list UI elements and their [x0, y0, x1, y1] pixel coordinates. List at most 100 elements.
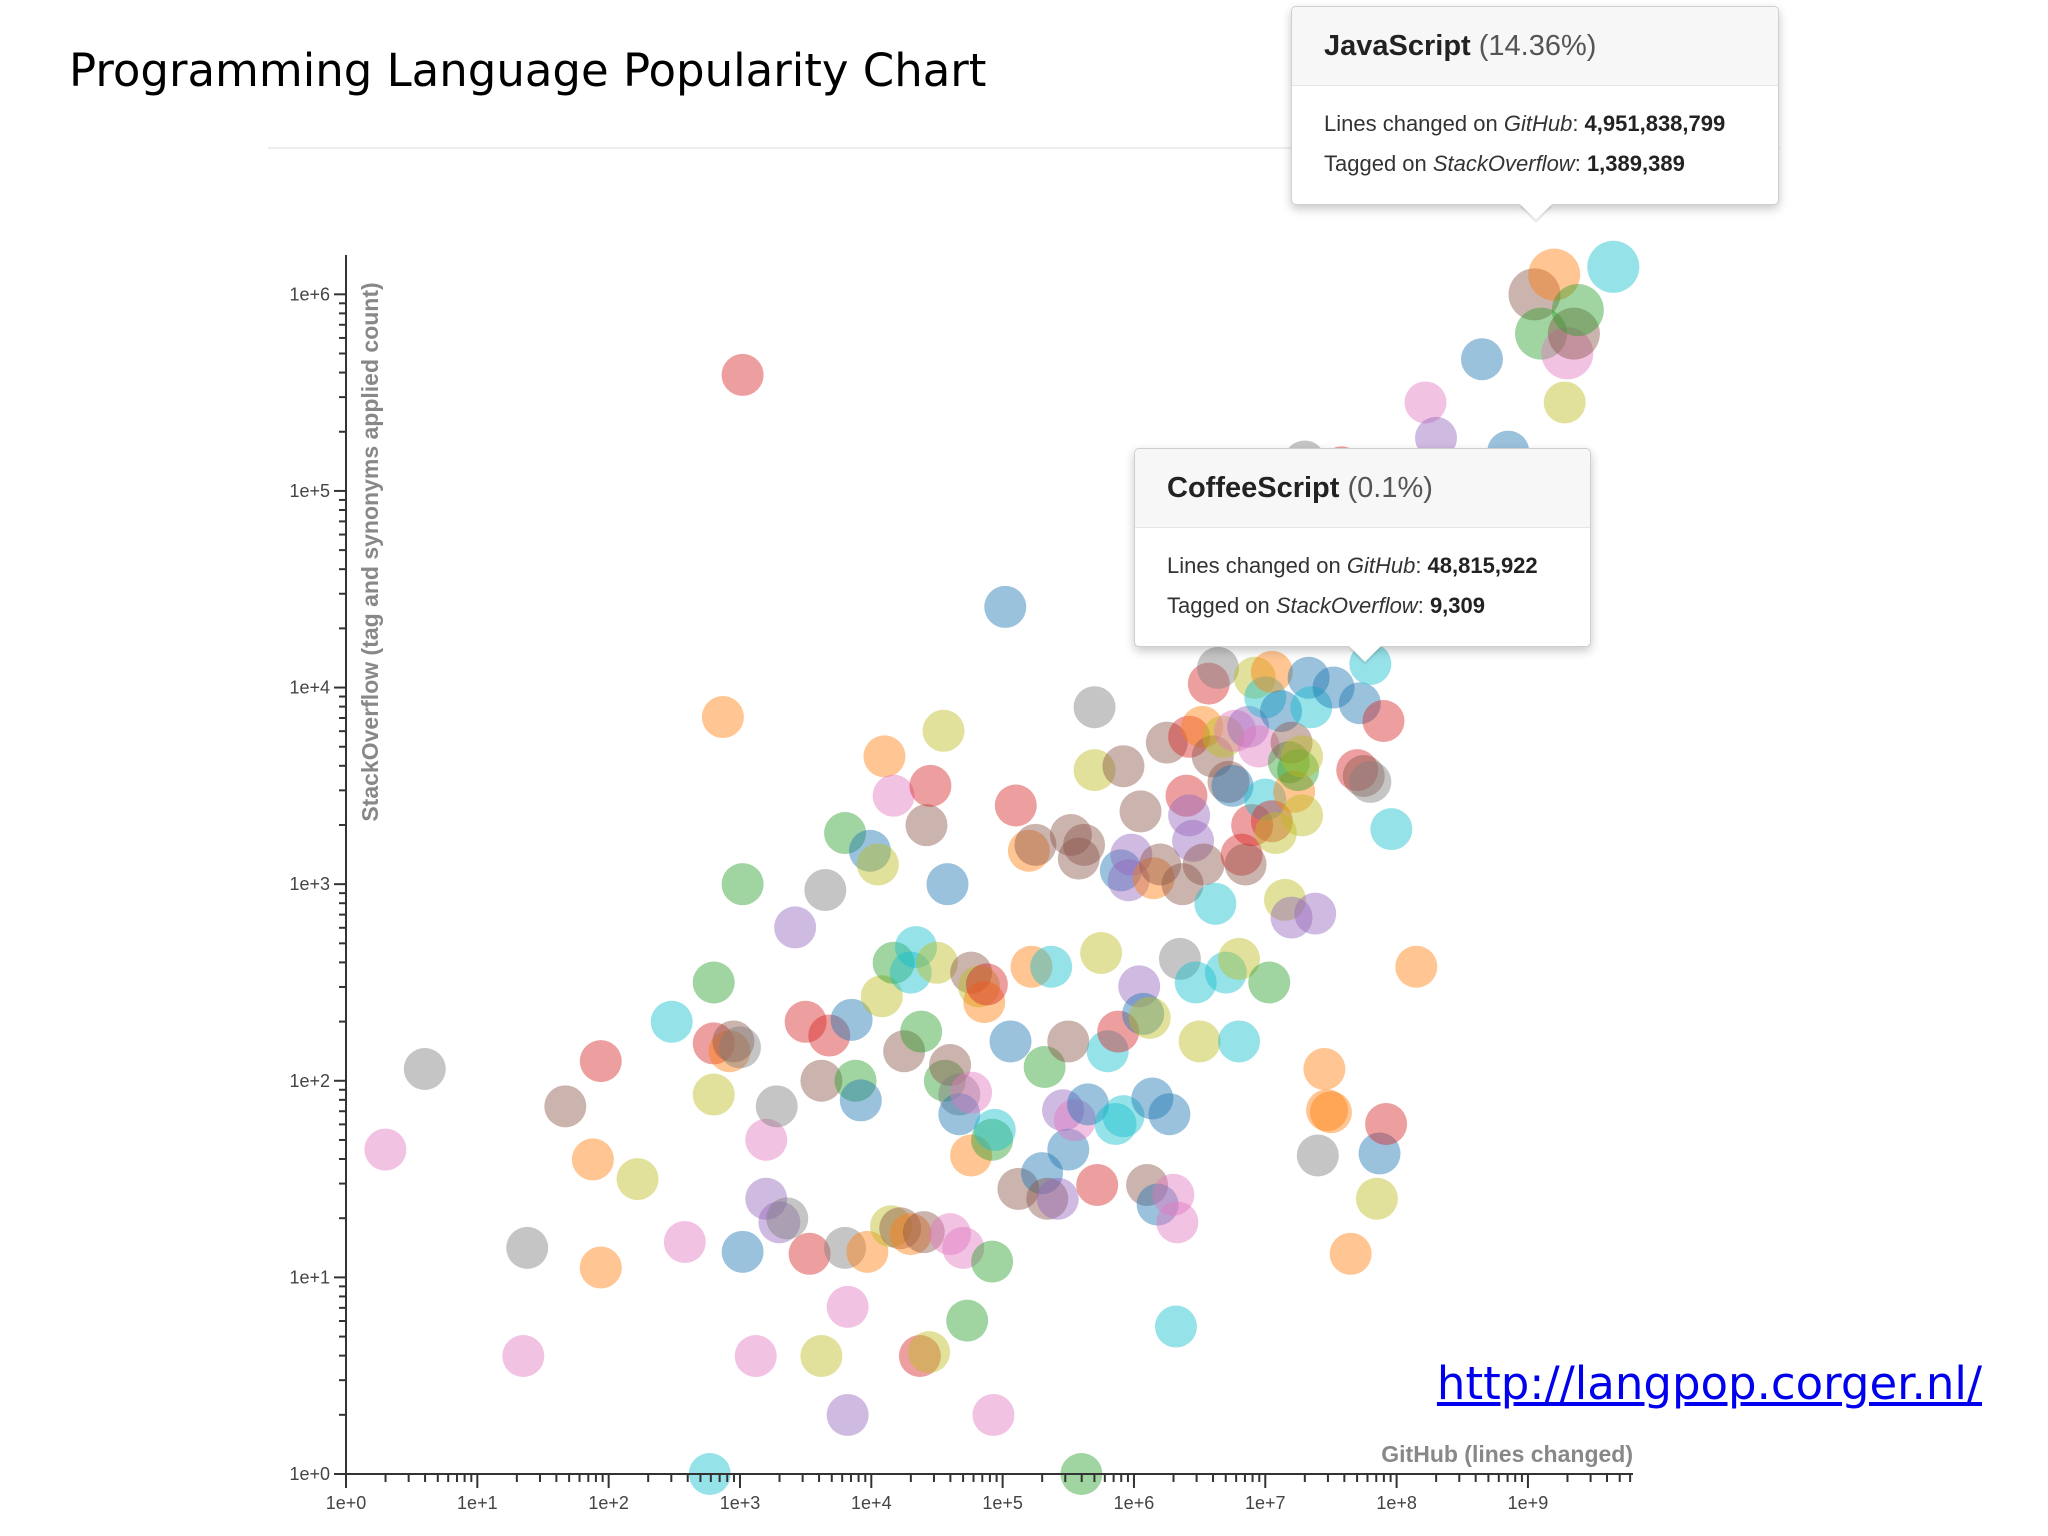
data-point[interactable] — [1172, 819, 1215, 862]
data-point[interactable] — [848, 829, 891, 872]
data-point[interactable] — [755, 1085, 798, 1128]
data-point[interactable] — [856, 843, 899, 886]
data-point[interactable] — [1007, 829, 1050, 872]
data-point[interactable] — [938, 1073, 981, 1116]
data-point[interactable] — [1154, 1305, 1197, 1348]
data-point[interactable] — [1066, 1083, 1109, 1126]
data-point[interactable] — [1042, 1089, 1085, 1132]
data-point[interactable] — [650, 1000, 693, 1043]
data-point[interactable] — [1014, 823, 1057, 866]
data-point[interactable] — [1270, 721, 1313, 764]
data-point[interactable] — [1049, 814, 1092, 857]
data-point[interactable] — [957, 965, 1000, 1008]
data-point[interactable] — [1211, 764, 1254, 807]
data-point[interactable] — [1214, 709, 1257, 752]
data-point[interactable] — [1023, 1046, 1066, 1089]
data-point[interactable] — [997, 1167, 1040, 1210]
data-point[interactable] — [1460, 338, 1503, 381]
data-point[interactable] — [972, 1394, 1015, 1437]
data-point[interactable] — [721, 863, 764, 906]
data-point[interactable] — [692, 1073, 735, 1116]
data-point[interactable] — [973, 1108, 1016, 1151]
data-point[interactable] — [788, 1232, 831, 1275]
data-point[interactable] — [745, 1177, 788, 1220]
data-point[interactable] — [745, 1118, 788, 1161]
data-point[interactable] — [1551, 284, 1604, 337]
data-point[interactable] — [1218, 1020, 1261, 1063]
data-point[interactable] — [915, 941, 958, 984]
data-point[interactable] — [1250, 800, 1293, 843]
data-point[interactable] — [1107, 859, 1150, 902]
data-point[interactable] — [1181, 705, 1224, 748]
data-point[interactable] — [721, 1230, 764, 1273]
data-point[interactable] — [1365, 1103, 1408, 1146]
data-point[interactable] — [1355, 1177, 1398, 1220]
data-point[interactable] — [1309, 1091, 1352, 1134]
data-point[interactable] — [1541, 327, 1594, 380]
data-point[interactable] — [1287, 656, 1330, 699]
data-point[interactable] — [502, 1335, 545, 1378]
data-point[interactable] — [1094, 1103, 1137, 1146]
data-point[interactable] — [1165, 774, 1208, 817]
data-point[interactable] — [824, 1226, 867, 1269]
data-point[interactable] — [1021, 1152, 1064, 1195]
data-point[interactable] — [905, 804, 948, 847]
source-link[interactable]: http://langpop.corger.nl/ — [1436, 1357, 1982, 1410]
data-point[interactable] — [1244, 676, 1287, 719]
data-point[interactable] — [1126, 1163, 1169, 1206]
data-point[interactable] — [1182, 843, 1225, 886]
data-point[interactable] — [984, 585, 1027, 628]
data-point[interactable] — [834, 1059, 877, 1102]
data-point[interactable] — [1273, 770, 1316, 813]
data-point[interactable] — [1118, 965, 1161, 1008]
data-point[interactable] — [1187, 662, 1230, 705]
data-point[interactable] — [364, 1128, 407, 1171]
data-point[interactable] — [1030, 945, 1073, 988]
data-point[interactable] — [712, 1020, 755, 1063]
data-point[interactable] — [1132, 857, 1175, 900]
data-point[interactable] — [808, 1014, 851, 1057]
data-point[interactable] — [963, 981, 1006, 1024]
data-point[interactable] — [1174, 961, 1217, 1004]
data-point[interactable] — [889, 951, 932, 994]
data-point[interactable] — [923, 1059, 966, 1102]
data-point[interactable] — [1508, 268, 1561, 321]
data-point[interactable] — [1338, 682, 1381, 725]
data-point[interactable] — [898, 1335, 941, 1378]
data-point[interactable] — [1102, 1095, 1145, 1138]
data-point[interactable] — [883, 1030, 926, 1073]
data-point[interactable] — [663, 1220, 706, 1263]
data-point[interactable] — [616, 1158, 659, 1201]
data-point[interactable] — [1370, 808, 1413, 851]
data-point[interactable] — [1244, 778, 1287, 821]
data-point[interactable] — [929, 1213, 972, 1256]
data-point[interactable] — [1168, 794, 1211, 837]
data-point[interactable] — [692, 1022, 735, 1065]
data-point[interactable] — [1057, 837, 1100, 880]
data-point[interactable] — [1281, 735, 1324, 778]
data-point[interactable] — [942, 1226, 985, 1269]
data-point[interactable] — [846, 1230, 889, 1273]
data-point[interactable] — [579, 1040, 622, 1083]
data-point[interactable] — [872, 941, 915, 984]
data-point[interactable] — [1136, 1183, 1179, 1226]
data-point[interactable] — [1168, 715, 1211, 758]
data-point[interactable] — [1587, 240, 1640, 293]
data-point[interactable] — [926, 863, 969, 906]
data-point[interactable] — [1528, 248, 1581, 301]
data-point[interactable] — [544, 1085, 587, 1128]
data-point[interactable] — [1231, 804, 1274, 847]
data-point[interactable] — [909, 764, 952, 807]
data-point[interactable] — [701, 696, 744, 739]
data-point[interactable] — [1178, 1020, 1221, 1063]
data-point[interactable] — [1395, 945, 1438, 988]
data-point[interactable] — [800, 1059, 843, 1102]
data-point[interactable] — [1329, 1232, 1372, 1275]
data-point[interactable] — [1270, 896, 1313, 939]
data-point[interactable] — [506, 1226, 549, 1269]
data-point[interactable] — [824, 812, 867, 855]
data-point[interactable] — [950, 1071, 993, 1114]
data-point[interactable] — [1131, 1077, 1174, 1120]
data-point[interactable] — [1254, 812, 1297, 855]
data-point[interactable] — [902, 1211, 945, 1254]
